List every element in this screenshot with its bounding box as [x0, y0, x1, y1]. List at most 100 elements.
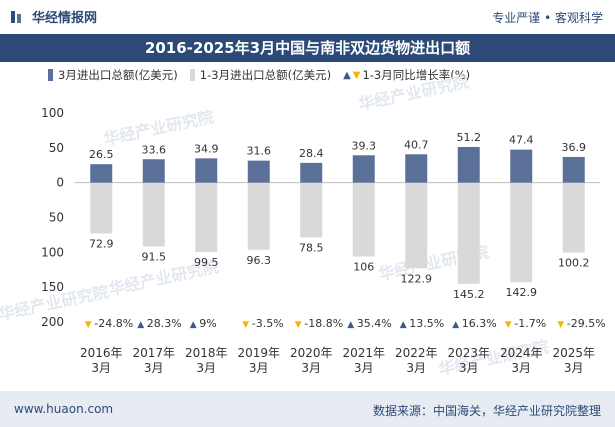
x-tick-label: 3月	[91, 361, 111, 375]
footer-source: 数据来源：中国海关，华经产业研究院整理	[372, 404, 601, 418]
legend-item-growth: ▲ ▼ 1-3月同比增长率(%)	[343, 67, 470, 83]
cumulative-value-label: 91.5	[142, 250, 167, 263]
monthly-value-label: 47.4	[509, 134, 534, 147]
cumulative-value-label: 96.3	[247, 254, 272, 267]
monthly-bar	[195, 158, 218, 183]
y-tick-label: 50	[49, 211, 64, 225]
cumulative-bar	[562, 182, 585, 253]
legend: 3月进出口总额(亿美元) 1-3月进出口总额(亿美元) ▲ ▼ 1-3月同比增长…	[48, 67, 482, 83]
legend-item-cumulative: 1-3月进出口总额(亿美元)	[189, 67, 332, 83]
cumulative-value-label: 122.9	[401, 272, 433, 285]
x-tick-label: 2024年	[500, 346, 543, 360]
cumulative-bar	[510, 182, 533, 283]
x-tick-label: 3月	[249, 361, 269, 375]
legend-label-growth: 1-3月同比增长率(%)	[362, 68, 471, 82]
cumulative-bar	[405, 182, 428, 269]
x-tick-label: 3月	[301, 361, 321, 375]
cumulative-bar	[247, 182, 270, 250]
legend-label-monthly: 3月进出口总额(亿美元)	[58, 68, 178, 82]
cumulative-bar	[195, 182, 218, 252]
cumulative-bar	[142, 182, 165, 247]
up-triangle-icon: ▲	[137, 320, 144, 330]
slogan: 专业严谨 • 客观科学	[492, 11, 603, 25]
growth-rate-label: 13.5%	[409, 317, 444, 330]
monthly-bar	[247, 160, 270, 183]
cumulative-value-label: 78.5	[299, 241, 324, 254]
x-tick-label: 3月	[459, 361, 479, 375]
x-tick-label: 2021年	[342, 346, 385, 360]
x-tick-label: 2017年	[132, 346, 175, 360]
x-tick-label: 3月	[511, 361, 531, 375]
y-tick-label: 150	[41, 280, 64, 294]
x-tick-label: 2016年	[80, 346, 123, 360]
growth-rate-label: -3.5%	[252, 317, 284, 330]
down-triangle-icon: ▼	[295, 320, 302, 330]
down-triangle-icon: ▼	[352, 69, 361, 81]
cumulative-bar	[457, 182, 480, 284]
monthly-value-label: 33.6	[142, 143, 167, 156]
monthly-bar	[300, 162, 323, 183]
legend-swatch-cumulative	[189, 69, 195, 81]
cumulative-value-label: 99.5	[194, 256, 219, 269]
growth-rate-label: -24.8%	[94, 317, 133, 330]
growth-rate-label: -18.8%	[304, 317, 343, 330]
growth-rate-label: 35.4%	[357, 317, 392, 330]
up-triangle-icon: ▲	[343, 69, 351, 81]
cumulative-value-label: 100.2	[558, 256, 590, 269]
down-triangle-icon: ▼	[505, 320, 512, 330]
x-tick-label: 2019年	[237, 346, 280, 360]
footer-url[interactable]: www.huaon.com	[14, 402, 114, 416]
monthly-value-label: 26.5	[89, 148, 114, 161]
monthly-bar	[90, 164, 113, 183]
growth-rate-label: 9%	[199, 317, 216, 330]
up-triangle-icon: ▲	[347, 320, 354, 330]
x-tick-label: 3月	[144, 361, 164, 375]
cumulative-value-label: 106	[353, 261, 374, 274]
x-tick-label: 3月	[406, 361, 426, 375]
monthly-bar	[457, 146, 480, 183]
legend-item-monthly: 3月进出口总额(亿美元)	[48, 67, 178, 83]
up-triangle-icon: ▲	[400, 320, 407, 330]
up-triangle-icon: ▲	[190, 320, 197, 330]
monthly-value-label: 28.4	[299, 147, 324, 160]
growth-rate-label: -1.7%	[514, 317, 546, 330]
monthly-bar	[142, 159, 165, 183]
down-triangle-icon: ▼	[85, 320, 92, 330]
down-triangle-icon: ▼	[242, 320, 249, 330]
site-name: 华经情报网	[32, 11, 98, 26]
cumulative-value-label: 145.2	[453, 288, 485, 301]
x-tick-label: 2023年	[447, 346, 490, 360]
top-bar: 华经情报网 专业严谨 • 客观科学	[0, 0, 615, 34]
monthly-bar	[562, 156, 585, 183]
up-triangle-icon: ▲	[452, 320, 459, 330]
down-triangle-icon: ▼	[557, 320, 564, 330]
monthly-value-label: 39.3	[352, 139, 377, 152]
watermark-text: 华经产业研究院	[357, 72, 471, 114]
cumulative-bar	[300, 182, 323, 238]
logo-icon	[11, 10, 21, 23]
cumulative-value-label: 72.9	[89, 237, 114, 250]
y-tick-label: 200	[41, 315, 64, 329]
monthly-bar	[405, 154, 428, 183]
growth-rate-label: 28.3%	[147, 317, 182, 330]
site-logo[interactable]: 华经情报网	[10, 7, 97, 26]
y-tick-label: 0	[56, 176, 64, 190]
footer: www.huaon.com 数据来源：中国海关，华经产业研究院整理	[0, 391, 615, 427]
legend-swatch-monthly	[48, 69, 53, 81]
x-tick-label: 2020年	[290, 346, 333, 360]
cumulative-value-label: 142.9	[506, 286, 538, 299]
monthly-value-label: 34.9	[194, 142, 219, 155]
x-tick-label: 3月	[196, 361, 216, 375]
monthly-value-label: 36.9	[562, 141, 587, 154]
x-tick-label: 3月	[354, 361, 374, 375]
monthly-value-label: 51.2	[457, 131, 482, 144]
y-tick-label: 100	[41, 245, 64, 259]
monthly-bar	[510, 149, 533, 183]
legend-label-cumulative: 1-3月进出口总额(亿美元)	[199, 68, 332, 82]
x-tick-label: 2025年	[552, 346, 595, 360]
x-tick-label: 2022年	[395, 346, 438, 360]
growth-rate-label: 16.3%	[462, 317, 497, 330]
y-tick-label: 100	[41, 106, 64, 120]
growth-rate-label: -29.5%	[567, 317, 606, 330]
